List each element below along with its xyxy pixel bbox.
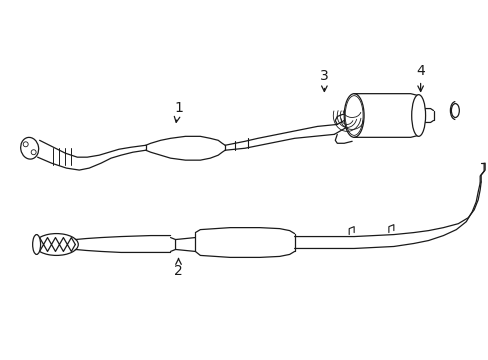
Ellipse shape	[33, 235, 41, 255]
Ellipse shape	[450, 104, 458, 117]
Text: 4: 4	[415, 64, 424, 91]
Ellipse shape	[411, 95, 425, 136]
Text: 3: 3	[319, 69, 328, 91]
Ellipse shape	[344, 94, 364, 137]
Text: 2: 2	[174, 258, 183, 278]
Text: 1: 1	[174, 100, 183, 122]
